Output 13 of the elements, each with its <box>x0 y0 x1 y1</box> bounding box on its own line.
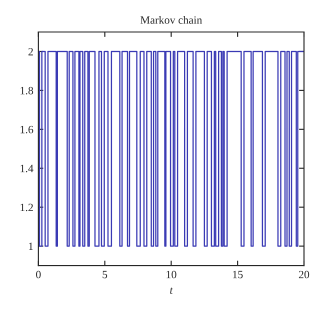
y-tick-label: 1.4 <box>20 164 34 172</box>
x-tick-label: 0 <box>36 270 41 278</box>
y-tick-label: 1.8 <box>20 86 34 94</box>
x-tick-label: 10 <box>166 270 176 278</box>
y-tick-label: 2 <box>28 48 33 56</box>
y-tick-label: 1.2 <box>20 204 33 212</box>
x-tick-label: 15 <box>233 270 243 278</box>
chart-title: Markov chain <box>140 16 202 24</box>
x-tick-label: 20 <box>298 270 310 278</box>
x-axis-title: t <box>170 288 173 294</box>
y-tick-label: 1.6 <box>20 126 34 134</box>
y-tick-label: 1 <box>28 242 33 250</box>
x-tick-label: 5 <box>102 270 108 278</box>
